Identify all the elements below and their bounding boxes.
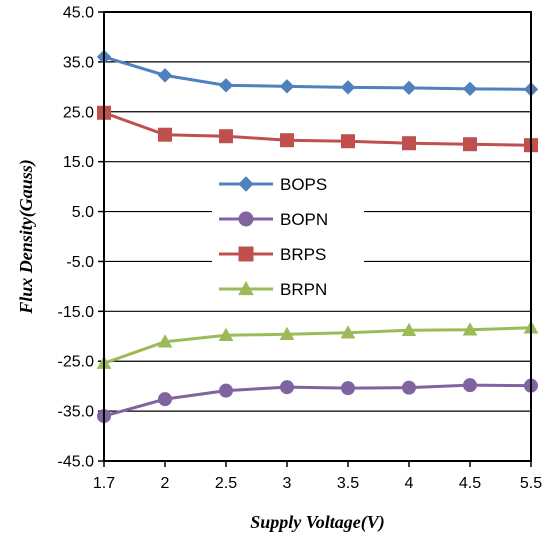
y-axis-title: Flux Density(Gauss): [16, 159, 37, 315]
y-tick-label: 25.0: [63, 104, 94, 121]
series-bops: [96, 49, 539, 97]
series-brpn: [96, 320, 539, 369]
y-tick-label: 5.0: [72, 204, 94, 221]
gridlines: [98, 11, 531, 462]
legend-marker-bops: [238, 176, 254, 192]
y-tick-label: -35.0: [58, 404, 95, 421]
data-point-brpn: [157, 334, 173, 348]
legend-marker-brpn: [238, 280, 254, 296]
x-axis-tick-labels: 1.7 2 2.5 3 3.5 4 4.5 5.5: [93, 461, 542, 492]
data-point-bops: [401, 80, 417, 96]
legend: BOPS BOPN BRPS BRPN: [212, 168, 364, 310]
x-tick-label: 4.5: [459, 475, 481, 492]
data-point-brps: [463, 137, 477, 152]
data-point-bopn: [158, 392, 172, 407]
series-line-brps: [103, 111, 532, 147]
y-tick-label: 45.0: [63, 5, 94, 22]
legend-label-brpn: BRPN: [280, 280, 327, 299]
x-tick-label: 3.5: [337, 475, 359, 492]
y-tick-label: 35.0: [63, 54, 94, 71]
legend-label-brps: BRPS: [280, 245, 326, 264]
y-tick-label: -25.0: [58, 354, 95, 371]
legend-entry-bopn: BOPN: [219, 210, 328, 229]
data-point-bopn: [219, 383, 233, 398]
data-point-brps: [280, 133, 294, 148]
x-tick-label: 4: [405, 475, 414, 492]
legend-label-bopn: BOPN: [280, 210, 328, 229]
data-point-brpn: [218, 327, 234, 341]
series-brps: [97, 105, 538, 153]
data-point-bopn: [280, 380, 294, 395]
data-point-bops: [157, 68, 173, 83]
plot-area-border: [103, 11, 532, 462]
x-tick-label: 2: [161, 475, 170, 492]
x-axis-title: Supply Voltage(V): [250, 512, 385, 533]
data-point-brpn: [462, 322, 478, 336]
x-tick-label: 2.5: [215, 475, 237, 492]
legend-entry-brpn: BRPN: [219, 280, 327, 299]
data-point-brpn: [340, 325, 356, 339]
y-tick-label: -5.0: [66, 254, 94, 271]
data-point-brpn: [279, 326, 295, 340]
series-bopn: [97, 378, 538, 424]
series-line-bops: [103, 55, 532, 91]
x-tick-label: 1.7: [93, 475, 115, 492]
legend-marker-brps: [238, 246, 254, 262]
legend-label-bops: BOPS: [280, 175, 327, 194]
legend-background: [212, 168, 364, 310]
data-point-bops: [462, 81, 478, 97]
data-point-brps: [402, 136, 416, 151]
data-point-bopn: [402, 380, 416, 395]
data-point-brps: [341, 134, 355, 149]
data-point-brpn: [401, 322, 417, 336]
data-point-bopn: [341, 381, 355, 396]
y-tick-label: -15.0: [58, 304, 95, 321]
y-tick-label: 15.0: [63, 154, 94, 171]
legend-marker-bopn: [238, 211, 254, 227]
series-line-bopn: [103, 383, 532, 418]
data-point-bops: [218, 78, 234, 93]
data-point-brps: [219, 129, 233, 144]
x-tick-label: 3: [283, 475, 292, 492]
y-tick-label: -45.0: [58, 454, 95, 471]
legend-entry-brps: BRPS: [219, 245, 326, 264]
data-point-brps: [158, 127, 172, 142]
data-point-bops: [279, 79, 295, 94]
series-line-brpn: [103, 326, 532, 365]
legend-entry-bops: BOPS: [219, 175, 327, 194]
data-point-bops: [340, 80, 356, 95]
y-axis-tick-labels: 45.0 35.0 25.0 15.0 5.0 -5.0 -15.0 -25.0 -35.0 -4…: [58, 5, 95, 471]
x-tick-label: 5.5: [520, 475, 542, 492]
data-point-bopn: [463, 378, 477, 393]
